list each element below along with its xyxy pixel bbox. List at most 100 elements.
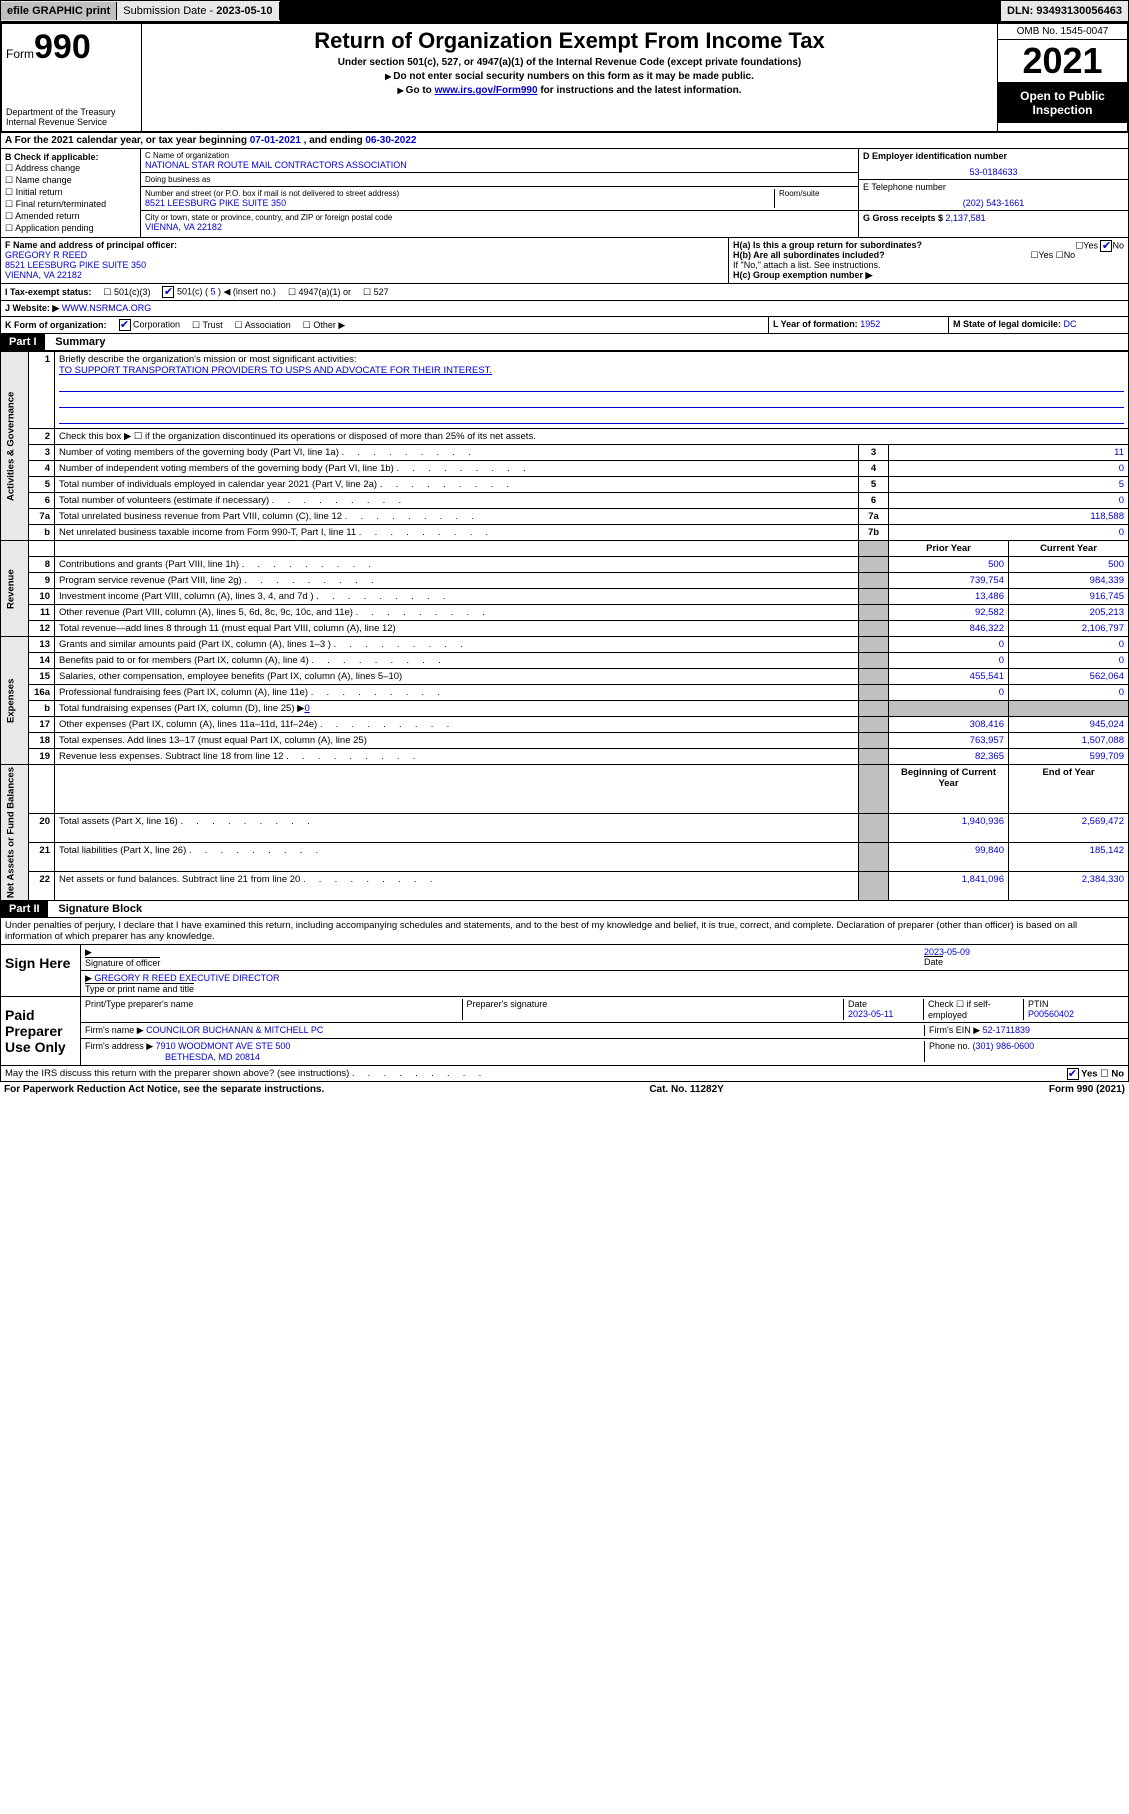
line-1: Briefly describe the organization's miss… [55,352,1129,429]
footer-right: Form 990 (2021) [1049,1084,1125,1095]
line-21-current: 185,142 [1009,843,1129,872]
discuss-yes-checkbox[interactable] [1067,1068,1079,1080]
line-13-current: 0 [1009,637,1129,653]
irs-label: Internal Revenue Service [6,117,137,127]
line-10-prior: 13,486 [889,589,1009,605]
trust-checkbox[interactable]: ☐ Trust [192,320,223,331]
check-application-pending: ☐ Application pending [5,223,136,234]
part1-bar: Part I Summary [0,334,1129,351]
ein-value: 53-0184633 [863,167,1124,177]
row-i: I Tax-exempt status: ☐ 501(c)(3) 501(c) … [0,284,1129,301]
line-12-prior: 846,322 [889,621,1009,637]
room-label: Room/suite [774,189,854,208]
officer-name-title: GREGORY R REED EXECUTIVE DIRECTOR [94,973,279,983]
firm-city-value: BETHESDA, MD 20814 [165,1052,260,1062]
line-11: Other revenue (Part VIII, column (A), li… [55,605,859,621]
ha-no-checkbox[interactable] [1100,240,1112,252]
line-19-current: 599,709 [1009,749,1129,765]
firm-addr-row: Firm's address ▶ 7910 WOODMONT AVE STE 5… [81,1039,1128,1064]
side-activities: Activities & Governance [1,352,29,541]
part1-title: Summary [55,336,105,348]
ptin-label: PTIN [1028,999,1049,1009]
line-22-prior: 1,841,096 [889,872,1009,901]
paid-preparer-row: Paid Preparer Use Only Print/Type prepar… [1,996,1128,1065]
line-20: Total assets (Part X, line 16) [55,813,859,842]
line-6: Total number of volunteers (estimate if … [55,493,859,509]
line-5: Total number of individuals employed in … [55,477,859,493]
officer-name-row: ▶ GREGORY R REED EXECUTIVE DIRECTORType … [81,971,1128,996]
firm-name-row: Firm's name ▶ COUNCILOR BUCHANAN & MITCH… [81,1023,1128,1039]
dept-treasury: Department of the Treasury [6,107,137,117]
side-revenue: Revenue [1,541,29,637]
city-label: City or town, state or province, country… [145,213,392,222]
row-f-h: F Name and address of principal officer:… [0,238,1129,284]
line-13: Grants and similar amounts paid (Part IX… [55,637,859,653]
line-3: Number of voting members of the governin… [55,445,859,461]
org-name: NATIONAL STAR ROUTE MAIL CONTRACTORS ASS… [145,160,407,170]
line-4: Number of independent voting members of … [55,461,859,477]
line-9-prior: 739,754 [889,573,1009,589]
firm-name-value: COUNCILOR BUCHANAN & MITCHELL PC [146,1025,323,1035]
city-row: City or town, state or province, country… [141,211,858,234]
check-amended-return: ☐ Amended return [5,211,136,222]
assoc-checkbox[interactable]: ☐ Association [235,320,291,331]
part2-header: Part II [1,901,48,917]
form-header: Form990 Department of the Treasury Inter… [0,22,1129,133]
prep-date-value: 2023-05-11 [848,1009,893,1019]
efile-print-button[interactable]: efile GRAPHIC print [1,2,117,20]
website-value: WWW.NSRMCA.ORG [62,303,152,313]
line-16a: Professional fundraising fees (Part IX, … [55,685,859,701]
tax-exempt-status: I Tax-exempt status: ☐ 501(c)(3) 501(c) … [1,284,1128,300]
4947-checkbox[interactable]: ☐ 4947(a)(1) or [288,287,351,298]
line-18-prior: 763,957 [889,733,1009,749]
line-10-current: 916,745 [1009,589,1129,605]
form-number: Form990 [6,28,137,67]
line-6-val: 0 [889,493,1129,509]
prep-date-label: Date [848,999,867,1009]
line-22: Net assets or fund balances. Subtract li… [55,872,859,901]
line-13-prior: 0 [889,637,1009,653]
part2-bar: Part II Signature Block [0,901,1129,918]
line-21: Total liabilities (Part X, line 26) [55,843,859,872]
topbar-spacer [280,1,1002,21]
line-14-current: 0 [1009,653,1129,669]
ha-row: H(a) Is this a group return for subordin… [733,240,1124,250]
line-11-current: 205,213 [1009,605,1129,621]
phone-value: (202) 543-1661 [863,198,1124,208]
firm-addr-label: Firm's address ▶ [85,1041,156,1051]
org-name-row: C Name of organization NATIONAL STAR ROU… [141,149,858,173]
footer-left: For Paperwork Reduction Act Notice, see … [4,1084,324,1095]
527-checkbox[interactable]: ☐ 527 [363,287,389,298]
check-address-change: ☐ Address change [5,163,136,174]
tax-exempt-label: I Tax-exempt status: [5,287,91,297]
principal-officer: F Name and address of principal officer:… [1,238,728,283]
side-netassets: Net Assets or Fund Balances [1,765,29,901]
phone-row: E Telephone number (202) 543-1661 [859,180,1128,211]
officer-addr2: VIENNA, VA 22182 [5,270,82,280]
begin-year-hdr: Beginning of Current Year [889,765,1009,814]
website-row: J Website: ▶ WWW.NSRMCA.ORG [1,301,1128,316]
phone-label: E Telephone number [863,182,1124,192]
form-title: Return of Organization Exempt From Incom… [146,28,993,54]
header-right: OMB No. 1545-0047 2021 Open to Public In… [997,24,1127,131]
irs-link[interactable]: www.irs.gov/Form990 [435,85,538,96]
line-7b-val: 0 [889,525,1129,541]
line-17-current: 945,024 [1009,717,1129,733]
line-16b-prior [889,701,1009,717]
current-year-hdr: Current Year [1009,541,1129,557]
501c-checkbox[interactable]: 501(c) ( 5 ) ◀ (insert no.) [162,286,275,298]
corp-checkbox[interactable]: Corporation [119,319,181,331]
hb-row: H(b) Are all subordinates included? ☐Yes… [733,250,1124,260]
form-org-row: K Form of organization: Corporation ☐ Tr… [1,317,768,333]
sig-officer-label: Signature of officer [85,957,160,968]
other-checkbox[interactable]: ☐ Other ▶ [303,320,346,331]
ein-label: D Employer identification number [863,151,1124,161]
firm-addr-value: 7910 WOODMONT AVE STE 500 [156,1041,291,1051]
firm-phone-value: (301) 986-0600 [973,1041,1035,1051]
501c3-checkbox[interactable]: ☐ 501(c)(3) [103,287,150,298]
firm-ein-label: Firm's EIN ▶ [929,1025,983,1035]
check-initial-return: ☐ Initial return [5,187,136,198]
line-17: Other expenses (Part IX, column (A), lin… [55,717,859,733]
self-employed-check: Check ☐ if self-employed [924,999,1024,1020]
sig-date-label: Date [924,956,943,967]
